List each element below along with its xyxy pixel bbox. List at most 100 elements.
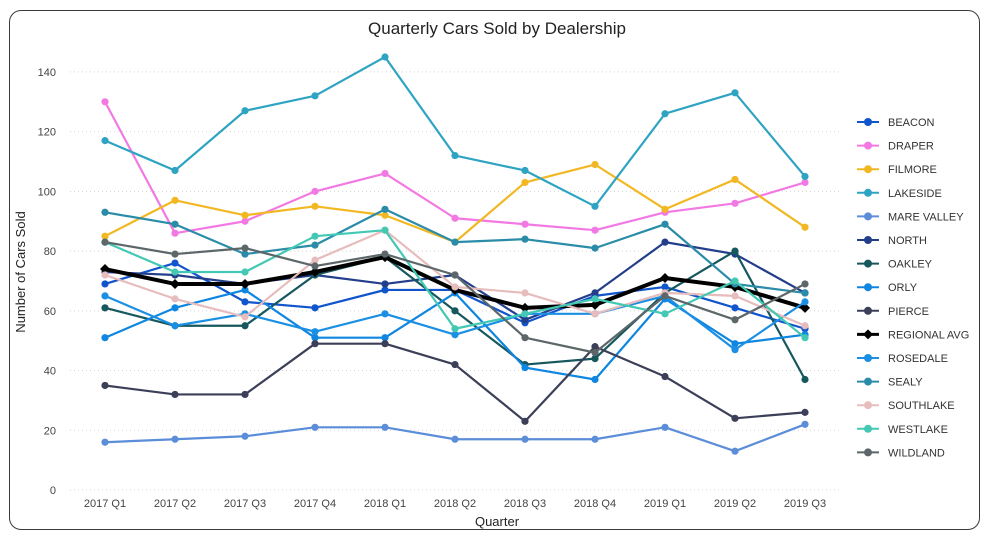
y-axis-ticks: 0 20 40 60 80 100 120 140 bbox=[38, 67, 56, 497]
data-point bbox=[661, 372, 669, 381]
data-point bbox=[521, 417, 529, 425]
data-point bbox=[171, 259, 179, 267]
data-point bbox=[591, 160, 599, 169]
data-point bbox=[731, 447, 739, 455]
y-axis-label: Number of Cars Sold bbox=[13, 211, 28, 332]
legend-item-wildland: WILDLAND bbox=[857, 447, 945, 459]
data-point bbox=[101, 381, 109, 390]
data-point bbox=[171, 322, 179, 330]
data-point bbox=[801, 298, 809, 306]
data-point bbox=[591, 375, 599, 384]
series-filmore bbox=[101, 160, 809, 246]
legend-marker bbox=[864, 448, 872, 457]
legend-item-draper: DRAPER bbox=[857, 141, 934, 153]
legend-marker bbox=[864, 259, 872, 268]
legend-item-pierce: PIERCE bbox=[857, 306, 929, 318]
y-tick-label: 60 bbox=[44, 306, 56, 318]
data-point bbox=[101, 304, 109, 312]
data-point bbox=[381, 340, 389, 348]
data-point bbox=[731, 414, 739, 422]
series-wildland bbox=[101, 238, 809, 357]
data-point bbox=[660, 272, 670, 283]
x-tick-label: 2018 Q4 bbox=[574, 498, 616, 510]
data-point bbox=[311, 202, 319, 210]
data-point bbox=[311, 304, 319, 312]
data-point bbox=[311, 241, 319, 249]
chart-title: Quarterly Cars Sold by Dealership bbox=[368, 19, 626, 38]
data-point bbox=[451, 271, 459, 279]
data-point bbox=[101, 292, 109, 300]
series-sealy bbox=[101, 205, 809, 297]
data-point bbox=[591, 244, 599, 252]
y-tick-label: 100 bbox=[38, 186, 56, 198]
legend-label: FILMORE bbox=[888, 164, 937, 176]
series-mare-valley bbox=[101, 420, 809, 455]
data-point bbox=[241, 217, 249, 225]
data-point bbox=[171, 268, 179, 276]
data-point bbox=[451, 307, 459, 315]
legend-label: LAKESIDE bbox=[888, 188, 942, 200]
legend-marker bbox=[864, 424, 872, 433]
series-line bbox=[104, 255, 806, 310]
data-point bbox=[171, 220, 179, 228]
data-point bbox=[381, 211, 389, 219]
data-point bbox=[731, 340, 739, 348]
series-line bbox=[104, 342, 806, 423]
series-draper bbox=[101, 98, 809, 237]
data-point bbox=[381, 423, 389, 431]
data-point bbox=[521, 310, 529, 318]
legend-label: SEALY bbox=[888, 377, 923, 389]
legend-item-westlake: WESTLAKE bbox=[857, 424, 948, 436]
data-point bbox=[101, 334, 109, 342]
legend-label: PIERCE bbox=[888, 306, 929, 318]
series-lines bbox=[100, 53, 810, 455]
data-point bbox=[731, 247, 739, 255]
legend-marker bbox=[864, 165, 872, 174]
data-point bbox=[241, 107, 249, 115]
legend-label: BEACON bbox=[888, 117, 935, 129]
data-point bbox=[381, 169, 389, 178]
data-point bbox=[311, 340, 319, 348]
series-regional-avg bbox=[100, 252, 810, 313]
data-point bbox=[451, 360, 459, 369]
data-point bbox=[801, 289, 809, 297]
x-tick-label: 2019 Q1 bbox=[644, 498, 686, 510]
data-point bbox=[731, 304, 739, 312]
data-point bbox=[591, 435, 599, 443]
legend: BEACON DRAPER FILMORE LAKESIDE MARE VALLEY NO… bbox=[857, 117, 969, 459]
data-point bbox=[521, 178, 529, 187]
data-point bbox=[171, 390, 179, 399]
data-point bbox=[241, 250, 249, 258]
data-point bbox=[100, 264, 110, 275]
x-tick-label: 2018 Q2 bbox=[434, 498, 476, 510]
legend-item-regional-avg: REGIONAL AVG bbox=[857, 329, 969, 341]
y-tick-label: 0 bbox=[50, 485, 56, 497]
legend-label: DRAPER bbox=[888, 141, 934, 153]
y-tick-label: 140 bbox=[38, 67, 56, 79]
legend-label: REGIONAL AVG bbox=[888, 329, 969, 341]
data-point bbox=[521, 220, 529, 228]
data-point bbox=[241, 390, 249, 399]
x-tick-label: 2017 Q3 bbox=[224, 498, 266, 510]
data-point bbox=[661, 220, 669, 228]
legend-label: OAKLEY bbox=[888, 259, 933, 271]
data-point bbox=[591, 289, 599, 297]
data-point bbox=[800, 302, 810, 313]
legend-item-southlake: SOUTHLAKE bbox=[857, 400, 955, 412]
data-point bbox=[101, 208, 109, 216]
x-tick-label: 2019 Q3 bbox=[784, 498, 826, 510]
legend-item-beacon: BEACON bbox=[857, 117, 935, 129]
y-tick-label: 40 bbox=[44, 366, 56, 378]
data-point bbox=[591, 343, 599, 351]
legend-label: WESTLAKE bbox=[888, 424, 948, 436]
data-point bbox=[661, 292, 669, 300]
data-point bbox=[311, 334, 319, 342]
data-point bbox=[101, 98, 109, 106]
x-tick-label: 2019 Q2 bbox=[714, 498, 756, 510]
legend-marker bbox=[864, 401, 872, 410]
data-point bbox=[731, 277, 739, 285]
data-point bbox=[661, 423, 669, 431]
data-point bbox=[661, 283, 669, 291]
data-point bbox=[591, 295, 599, 303]
series-lakeside bbox=[101, 53, 809, 210]
